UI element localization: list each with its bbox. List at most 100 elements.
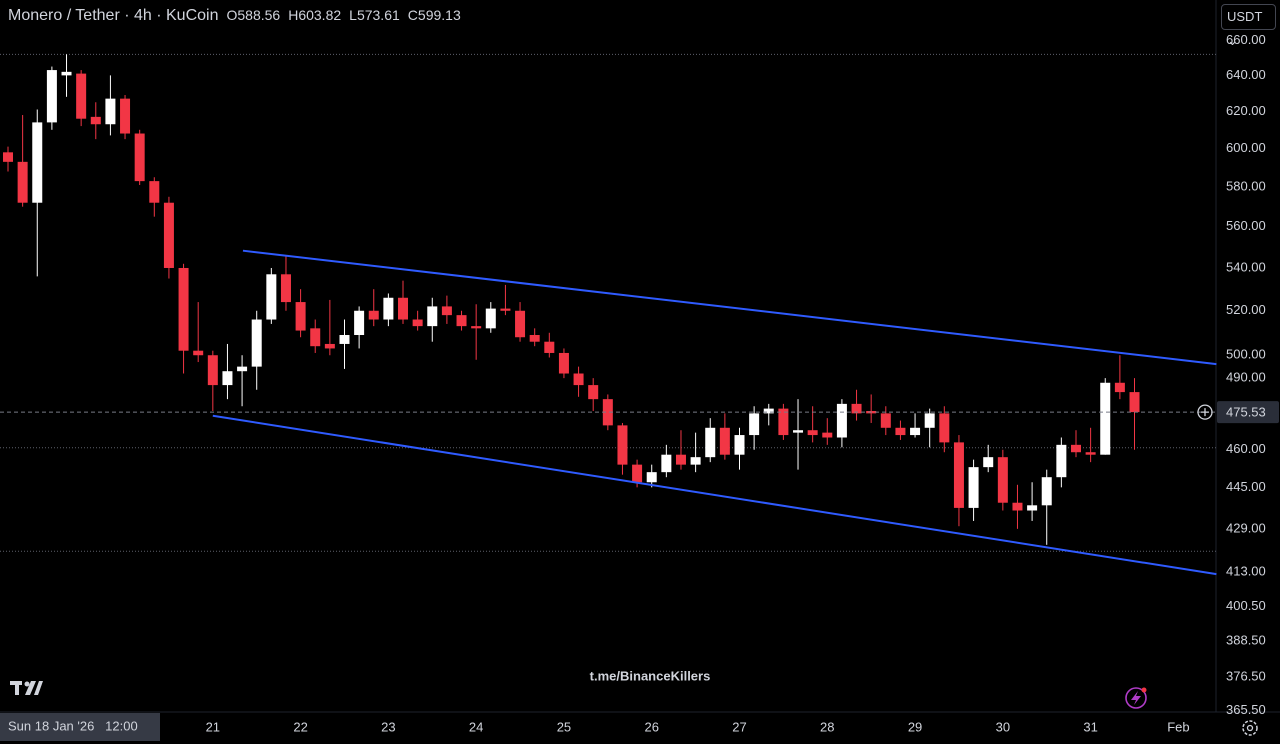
- candle-body: [427, 306, 438, 327]
- candle-body: [324, 343, 335, 349]
- y-tick-label: 490.00: [1226, 370, 1266, 385]
- price-label-box: [1217, 401, 1279, 424]
- candle-body: [295, 302, 306, 331]
- settings-icon[interactable]: [1242, 720, 1258, 736]
- y-tick-label: 560.00: [1226, 218, 1266, 233]
- candle-body: [690, 457, 701, 465]
- candle-body: [1085, 452, 1096, 455]
- candle-body: [120, 98, 131, 134]
- candle-body: [1070, 444, 1081, 453]
- candle-body: [895, 427, 906, 436]
- y-tick-label: 460.00: [1226, 441, 1266, 456]
- candle-body: [544, 341, 555, 353]
- x-tick-label: 24: [469, 719, 483, 734]
- candle-body: [953, 442, 964, 508]
- tv-logo: [10, 681, 43, 695]
- candle-body: [339, 335, 350, 344]
- candle-body: [354, 310, 365, 336]
- ohlc-value: 603.82: [298, 7, 342, 23]
- candle-body: [924, 413, 935, 428]
- candle-body: [1012, 502, 1023, 511]
- y-tick-label: 520.00: [1226, 302, 1266, 317]
- candle-body: [1027, 505, 1038, 511]
- candle-body: [793, 430, 804, 433]
- currency-button[interactable]: USDT ⌄: [1221, 4, 1276, 48]
- candle-body: [61, 71, 72, 76]
- y-tick-label: 640.00: [1226, 67, 1266, 82]
- y-tick-label: 400.50: [1226, 598, 1266, 613]
- y-tick-label: 388.50: [1226, 633, 1266, 648]
- candle-body: [632, 464, 643, 483]
- candle-body: [997, 457, 1008, 503]
- chart-header: Monero / Tether · 4h · KuCoin O588.56 H603…: [8, 7, 461, 25]
- candle-body: [939, 413, 950, 443]
- candle-body: [1100, 382, 1111, 455]
- candle-body: [266, 274, 277, 320]
- candle-body: [237, 366, 248, 372]
- candle-body: [675, 454, 686, 465]
- y-tick-label: 429.00: [1226, 520, 1266, 535]
- candle-body: [749, 413, 760, 436]
- candle-body: [46, 70, 57, 123]
- candle-body: [441, 306, 452, 316]
- candle-body: [807, 430, 818, 436]
- candle-body: [719, 427, 730, 455]
- candle-body: [968, 467, 979, 508]
- plot-area: [0, 0, 1280, 713]
- price-label: 475.53: [1226, 405, 1266, 420]
- candle-body: [529, 335, 540, 342]
- x-tick-label: 22: [293, 719, 307, 734]
- candle-body: [1114, 382, 1125, 393]
- x-tick-label: 28: [820, 719, 834, 734]
- x-tick-label: 29: [908, 719, 922, 734]
- x-tick-label: 26: [644, 719, 658, 734]
- candle-body: [471, 326, 482, 329]
- candle-body: [910, 427, 921, 436]
- ohlc-value: 599.13: [417, 7, 461, 23]
- x-tick-label: 23: [381, 719, 395, 734]
- candle-body: [836, 403, 847, 438]
- currency-label: USDT: [1227, 9, 1263, 24]
- ohlc-item: C599.13: [408, 7, 461, 23]
- y-tick-label: 445.00: [1226, 479, 1266, 494]
- ohlc-item: O588.56: [226, 7, 280, 23]
- x-tick-label: 31: [1083, 719, 1097, 734]
- candle-body: [383, 297, 394, 320]
- watermark: t.me/BinanceKillers: [590, 668, 711, 683]
- candle-body: [500, 308, 511, 311]
- y-tick-label: 600.00: [1226, 140, 1266, 155]
- candle-body: [90, 116, 101, 125]
- x-tick-label: 30: [996, 719, 1010, 734]
- candle-body: [17, 161, 28, 203]
- candle-body: [207, 355, 218, 386]
- candle-body: [1041, 477, 1052, 506]
- candle-body: [105, 98, 116, 125]
- ohlc-value: 573.61: [356, 7, 400, 23]
- candle-body: [134, 133, 145, 182]
- candle-body: [280, 274, 291, 303]
- candle-body: [558, 352, 569, 374]
- x-tick-label: Feb: [1167, 719, 1189, 734]
- candle-body: [734, 435, 745, 455]
- candle-body: [163, 202, 174, 268]
- y-tick-label: 500.00: [1226, 347, 1266, 362]
- candle-body: [32, 122, 43, 203]
- add-alert-icon[interactable]: [1197, 404, 1213, 420]
- candle-body: [617, 425, 628, 465]
- ohlc-label: H: [288, 7, 299, 23]
- candle-body: [310, 328, 321, 347]
- lightning-icon[interactable]: [1125, 687, 1147, 709]
- candle-body: [661, 454, 672, 473]
- candle-body: [983, 457, 994, 468]
- symbol-title: Monero / Tether · 4h · KuCoin: [8, 7, 219, 24]
- candle-body: [1056, 444, 1067, 478]
- candle-body: [251, 319, 262, 367]
- candle-body: [398, 297, 409, 320]
- crosshair-time: Sun 18 Jan '26 12:00: [8, 718, 138, 733]
- candle-body: [412, 319, 423, 327]
- ohlc-item: L573.61: [349, 7, 400, 23]
- candle-body: [178, 267, 189, 351]
- candle-body: [851, 403, 862, 414]
- y-tick-label: 365.50: [1226, 702, 1266, 717]
